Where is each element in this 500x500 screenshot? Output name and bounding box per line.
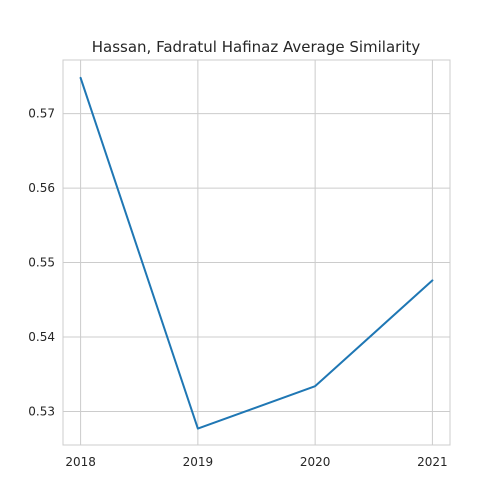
y-tick-label: 0.54 bbox=[28, 330, 55, 344]
y-tick-label: 0.55 bbox=[28, 256, 55, 270]
series-line bbox=[79, 76, 434, 430]
x-tick-label: 2018 bbox=[65, 455, 96, 469]
x-tick-labels: 2018 2019 2020 2021 bbox=[65, 455, 447, 469]
y-tick-label: 0.57 bbox=[28, 107, 55, 121]
y-tick-labels: 0.53 0.54 0.55 0.56 0.57 bbox=[28, 107, 55, 419]
x-tick-label: 2021 bbox=[417, 455, 448, 469]
series-layer bbox=[79, 76, 434, 430]
x-tick-label: 2019 bbox=[183, 455, 214, 469]
x-gridlines bbox=[80, 60, 433, 445]
y-tick-label: 0.53 bbox=[28, 404, 55, 418]
chart-title: Hassan, Fadratul Hafinaz Average Similar… bbox=[92, 38, 421, 56]
y-gridlines bbox=[63, 113, 450, 412]
x-tick-label: 2020 bbox=[300, 455, 331, 469]
y-tick-label: 0.56 bbox=[28, 181, 55, 195]
plot-frame bbox=[62, 59, 451, 446]
